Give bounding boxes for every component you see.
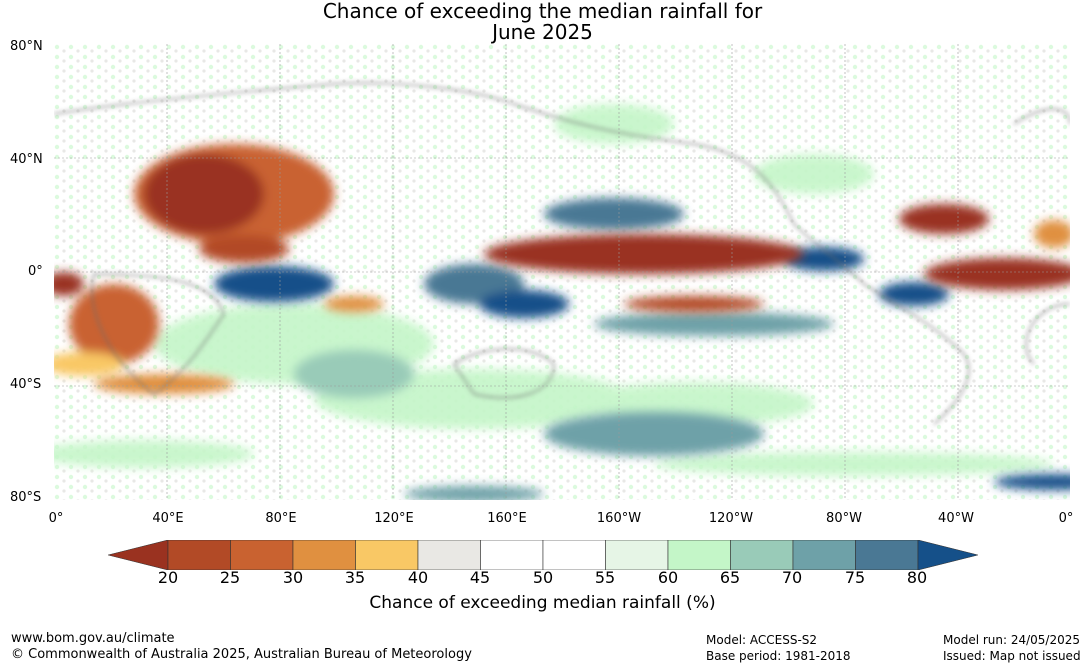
colorbar-tick-55: 55 xyxy=(594,568,616,587)
lat-label-0: 0° xyxy=(28,264,43,279)
colorbar-tick-30: 30 xyxy=(282,568,304,587)
colorbar-swatch xyxy=(792,540,856,570)
colorbar-swatch xyxy=(292,540,356,570)
colorbar-swatch xyxy=(167,540,231,570)
colorbar-swatch xyxy=(230,540,294,570)
lat-label-80n: 80°N xyxy=(10,39,43,54)
colorbar-tick-25: 25 xyxy=(219,568,241,587)
colorbar-swatch xyxy=(605,540,669,570)
lat-label-80s: 80°S xyxy=(10,490,42,505)
colorbar-arrow-low xyxy=(108,540,169,570)
colorbar-swatch xyxy=(730,540,794,570)
colorbar-tick-60: 60 xyxy=(657,568,679,587)
colorbar-swatch xyxy=(542,540,606,570)
colorbar-tick-35: 35 xyxy=(344,568,366,587)
lon-label-0-east: 0° xyxy=(1058,511,1074,526)
colorbar-tick-70: 70 xyxy=(781,568,803,587)
lon-label-0: 0° xyxy=(48,511,64,526)
lon-label-120w: 120°W xyxy=(708,511,754,526)
colorbar-tick-80: 80 xyxy=(906,568,928,587)
lon-label-160e: 160°E xyxy=(487,511,527,526)
footer-model-run: Model run: 24/05/2025 xyxy=(943,633,1081,647)
colorbar-swatch xyxy=(355,540,419,570)
colorbar-arrow-high xyxy=(917,540,978,570)
footer-base-period: Base period: 1981-2018 xyxy=(706,649,851,663)
lon-label-80e: 80°E xyxy=(265,511,297,526)
rainfall-probability-map xyxy=(54,44,1070,500)
colorbar-tick-65: 65 xyxy=(719,568,741,587)
colorbar-label: Chance of exceeding median rainfall (%) xyxy=(369,593,716,613)
colorbar-tick-20: 20 xyxy=(157,568,179,587)
lon-label-80w: 80°W xyxy=(826,511,862,526)
map-title-line2: June 2025 xyxy=(492,20,593,44)
map-title-line1: Chance of exceeding the median rainfall … xyxy=(322,0,763,23)
lat-label-40n: 40°N xyxy=(10,152,43,167)
footer-copyright: © Commonwealth of Australia 2025, Austra… xyxy=(11,647,472,662)
colorbar-swatch xyxy=(417,540,481,570)
colorbar-tick-50: 50 xyxy=(532,568,554,587)
colorbar-swatch xyxy=(855,540,919,570)
colorbar xyxy=(108,540,978,570)
lon-label-40e: 40°E xyxy=(152,511,184,526)
footer-model: Model: ACCESS-S2 xyxy=(706,633,818,647)
footer-issued: Issued: Map not issued xyxy=(943,649,1081,663)
lon-label-40w: 40°W xyxy=(938,511,974,526)
colorbar-tick-45: 45 xyxy=(469,568,491,587)
lon-label-160w: 160°W xyxy=(596,511,642,526)
colorbar-swatch xyxy=(480,540,544,570)
lon-label-120e: 120°E xyxy=(374,511,414,526)
colorbar-tick-75: 75 xyxy=(844,568,866,587)
lat-label-40s: 40°S xyxy=(10,377,42,392)
colorbar-tick-40: 40 xyxy=(407,568,429,587)
colorbar-swatch xyxy=(667,540,731,570)
footer-website: www.bom.gov.au/climate xyxy=(11,631,175,646)
